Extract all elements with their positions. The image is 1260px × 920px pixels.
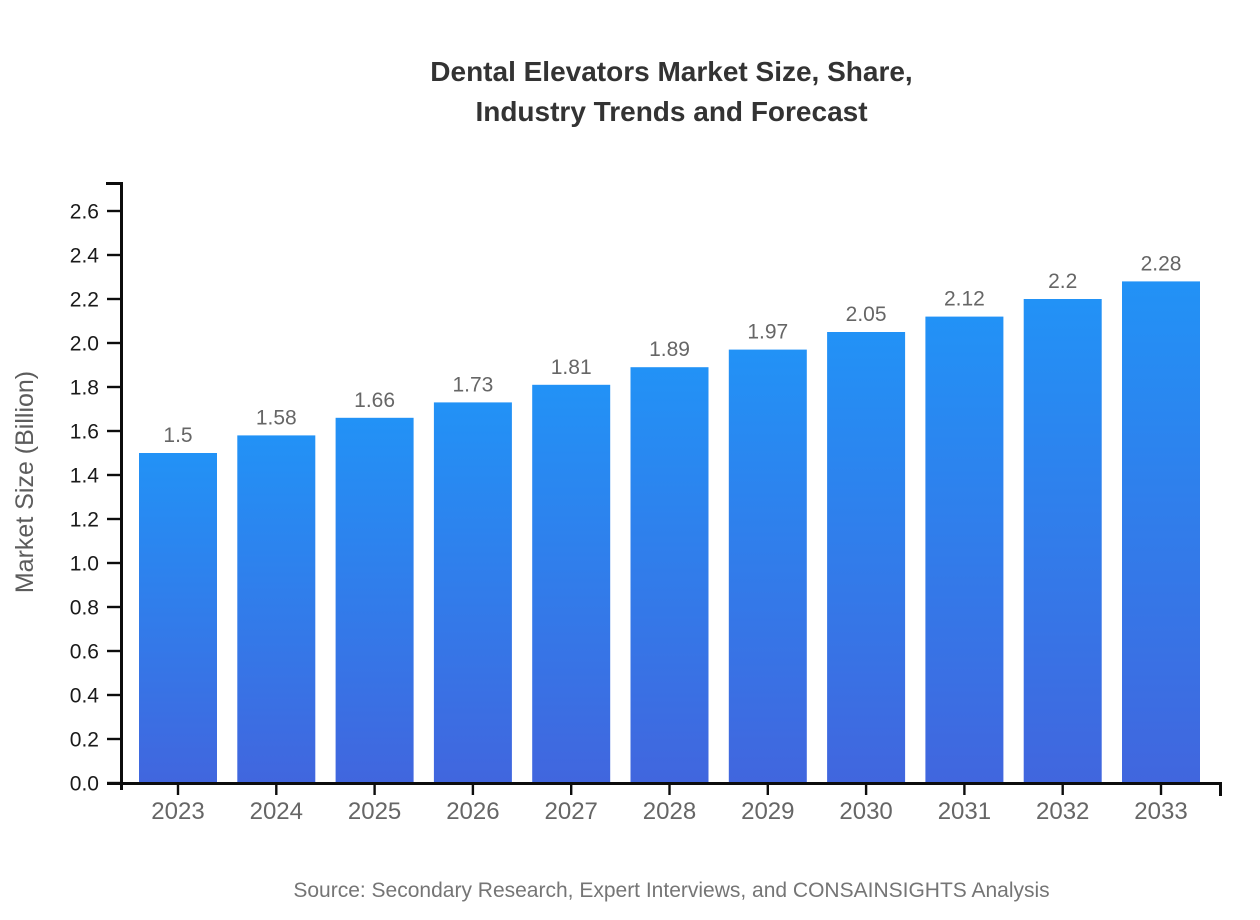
bar-value-label: 2.05	[846, 303, 887, 326]
bar-value-label: 1.73	[452, 373, 493, 396]
chart-title: Dental Elevators Market Size, Share, Ind…	[430, 56, 913, 127]
x-tick-label-2027: 2027	[545, 798, 598, 825]
y-tick-label: 0.6	[70, 641, 99, 664]
x-tick-label-2025: 2025	[348, 798, 401, 825]
bar-2033	[1122, 281, 1200, 783]
x-tick-label-2028: 2028	[643, 798, 696, 825]
x-tick-label-2029: 2029	[741, 798, 794, 825]
bar-2032	[1023, 299, 1102, 783]
y-tick-label: 2.4	[70, 245, 100, 268]
y-tick-label: 1.4	[70, 465, 100, 488]
x-tick-label-2032: 2032	[1036, 798, 1089, 825]
y-tick-label: 1.0	[70, 553, 99, 576]
y-tick-label: 2.6	[70, 201, 99, 224]
x-tick-label-2026: 2026	[446, 798, 499, 825]
x-tick-label-2030: 2030	[839, 798, 892, 825]
bar-value-label: 2.12	[944, 288, 985, 311]
bar-value-label: 1.81	[551, 356, 592, 379]
y-axis-label: Market Size (Billion)	[11, 371, 39, 593]
x-tick-label-2033: 2033	[1134, 798, 1187, 825]
y-tick-label: 0.4	[70, 685, 100, 708]
y-tick-label: 2.2	[70, 289, 99, 312]
bar-value-label: 1.97	[747, 321, 788, 344]
axis-layer	[106, 182, 1222, 796]
bar-2025	[335, 417, 414, 783]
bars-layer	[139, 281, 1200, 783]
bar-2026	[433, 402, 512, 783]
bar-2028	[630, 367, 709, 783]
y-tick-label: 0.0	[70, 773, 99, 796]
y-tick-label: 1.6	[70, 421, 99, 444]
bar-value-label: 1.5	[163, 424, 192, 447]
labels-layer: 0.0 0.2 0.4 0.6 0.8 1.0 1.2 1.4 1.6 1.8 2.0 2.2 2.4 2…	[70, 201, 1188, 826]
x-tick-label-2031: 2031	[938, 798, 991, 825]
bar-value-label: 1.58	[256, 406, 297, 429]
y-tick-label: 0.8	[70, 597, 99, 620]
x-tick-label-2023: 2023	[151, 798, 204, 825]
bar-2029	[728, 349, 807, 783]
y-tick-label: 0.2	[70, 729, 99, 752]
bar-value-label: 1.66	[354, 389, 395, 412]
y-tick-label: 1.8	[70, 377, 99, 400]
bar-value-label: 2.2	[1048, 270, 1077, 293]
source-note: Source: Secondary Research, Expert Inter…	[293, 879, 1050, 902]
bar-2024	[237, 435, 316, 783]
bar-2030	[827, 332, 906, 783]
x-tick-label-2024: 2024	[250, 798, 303, 825]
bar-value-label: 1.89	[649, 338, 690, 361]
y-tick-label: 1.2	[70, 509, 99, 532]
bar-2023	[139, 453, 217, 783]
bar-value-label: 2.28	[1141, 252, 1182, 275]
y-tick-label: 2.0	[70, 333, 99, 356]
bar-2027	[532, 384, 611, 783]
bar-2031	[925, 316, 1004, 783]
